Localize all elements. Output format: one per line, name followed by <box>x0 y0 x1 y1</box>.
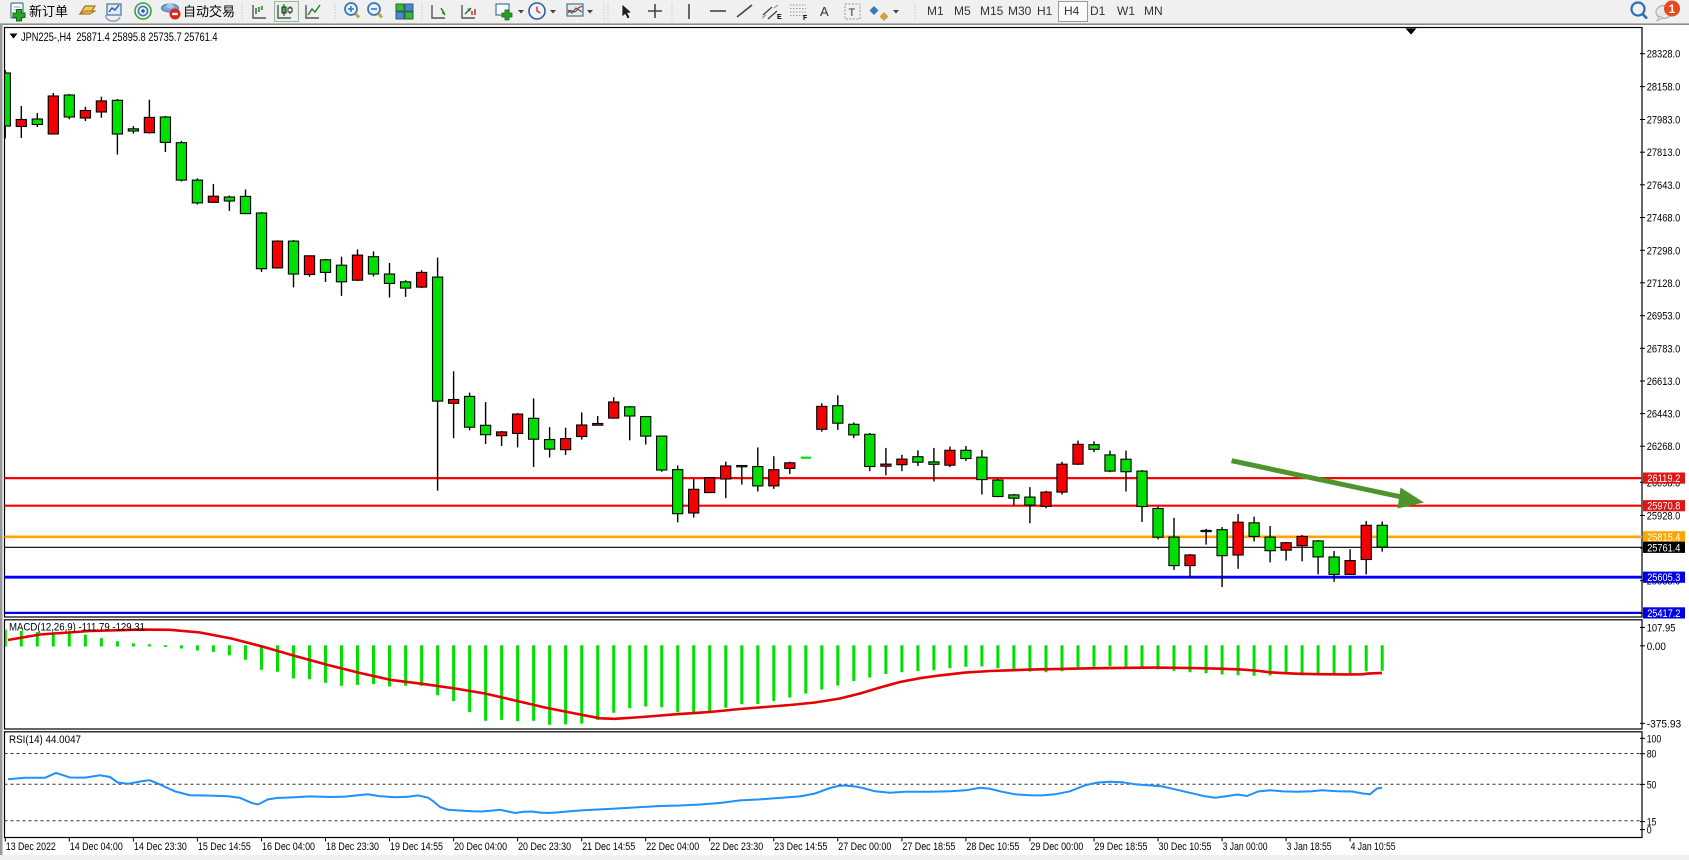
svg-text:25970.8: 25970.8 <box>1647 501 1680 513</box>
svg-text:80: 80 <box>1647 749 1657 761</box>
svg-text:28328.0: 28328.0 <box>1647 49 1681 61</box>
svg-text:T: T <box>849 7 856 19</box>
svg-text:M30: M30 <box>1008 4 1032 18</box>
svg-text:14 Dec 23:30: 14 Dec 23:30 <box>134 841 187 853</box>
svg-text:M15: M15 <box>980 4 1004 18</box>
svg-text:27468.0: 27468.0 <box>1647 213 1681 225</box>
svg-text:E: E <box>777 14 782 21</box>
svg-text:26953.0: 26953.0 <box>1647 311 1681 323</box>
svg-text:M1: M1 <box>927 4 944 18</box>
svg-text:3 Jan 18:55: 3 Jan 18:55 <box>1287 841 1332 853</box>
svg-text:0: 0 <box>1647 825 1652 837</box>
svg-text:H4: H4 <box>1064 4 1080 18</box>
svg-text:27 Dec 00:00: 27 Dec 00:00 <box>838 841 891 853</box>
svg-text:27643.0: 27643.0 <box>1647 180 1681 192</box>
svg-text:F: F <box>803 15 808 22</box>
svg-text:15 Dec 14:55: 15 Dec 14:55 <box>198 841 251 853</box>
svg-text:28 Dec 10:55: 28 Dec 10:55 <box>966 841 1019 853</box>
svg-text:21 Dec 14:55: 21 Dec 14:55 <box>582 841 635 853</box>
svg-text:1: 1 <box>1669 2 1676 16</box>
svg-text:-375.93: -375.93 <box>1647 718 1682 730</box>
svg-text:22 Dec 04:00: 22 Dec 04:00 <box>646 841 699 853</box>
svg-text:25417.2: 25417.2 <box>1647 608 1680 620</box>
svg-text:20 Dec 23:30: 20 Dec 23:30 <box>518 841 571 853</box>
svg-text:20 Dec 04:00: 20 Dec 04:00 <box>454 841 507 853</box>
svg-text:27 Dec 18:55: 27 Dec 18:55 <box>902 841 955 853</box>
svg-text:13 Dec 2022: 13 Dec 2022 <box>6 841 56 853</box>
svg-text:新订单: 新订单 <box>29 4 68 19</box>
svg-text:JPN225-,H4 25871.4 25895.8 25: JPN225-,H4 25871.4 25895.8 25735.7 25761… <box>21 32 218 44</box>
svg-text:100: 100 <box>1647 733 1662 745</box>
svg-text:27813.0: 27813.0 <box>1647 147 1681 159</box>
svg-text:50: 50 <box>1647 779 1657 791</box>
svg-text:26613.0: 26613.0 <box>1647 376 1681 388</box>
svg-text:3 Jan 00:00: 3 Jan 00:00 <box>1223 841 1268 853</box>
svg-text:30 Dec 10:55: 30 Dec 10:55 <box>1159 841 1212 853</box>
svg-text:26119.2: 26119.2 <box>1647 473 1680 485</box>
svg-text:0.00: 0.00 <box>1647 641 1666 653</box>
svg-text:19 Dec 14:55: 19 Dec 14:55 <box>390 841 443 853</box>
svg-text:25761.4: 25761.4 <box>1647 542 1680 554</box>
svg-text:15: 15 <box>1647 817 1657 829</box>
svg-text:26443.0: 26443.0 <box>1647 409 1681 421</box>
svg-text:4 Jan 10:55: 4 Jan 10:55 <box>1351 841 1396 853</box>
svg-text:自动交易: 自动交易 <box>183 4 235 19</box>
svg-text:28158.0: 28158.0 <box>1647 82 1681 94</box>
svg-text:27983.0: 27983.0 <box>1647 115 1681 127</box>
svg-text:29 Dec 18:55: 29 Dec 18:55 <box>1095 841 1148 853</box>
svg-text:D1: D1 <box>1090 4 1106 18</box>
svg-text:23 Dec 14:55: 23 Dec 14:55 <box>774 841 827 853</box>
svg-text:18 Dec 23:30: 18 Dec 23:30 <box>326 841 379 853</box>
svg-text:27128.0: 27128.0 <box>1647 278 1681 290</box>
svg-text:22 Dec 23:30: 22 Dec 23:30 <box>710 841 763 853</box>
svg-text:26783.0: 26783.0 <box>1647 343 1681 355</box>
svg-text:16 Dec 04:00: 16 Dec 04:00 <box>262 841 315 853</box>
svg-text:25605.3: 25605.3 <box>1647 572 1680 584</box>
svg-text:27298.0: 27298.0 <box>1647 245 1681 257</box>
svg-text:29 Dec 00:00: 29 Dec 00:00 <box>1030 841 1083 853</box>
svg-text:H1: H1 <box>1037 4 1053 18</box>
svg-text:W1: W1 <box>1117 4 1135 18</box>
svg-text:14 Dec 04:00: 14 Dec 04:00 <box>70 841 123 853</box>
svg-text:25928.0: 25928.0 <box>1647 510 1681 522</box>
svg-text:MN: MN <box>1144 4 1163 18</box>
svg-text:25815.4: 25815.4 <box>1647 532 1680 544</box>
svg-text:MACD(12,26,9) -111.79 -129.31: MACD(12,26,9) -111.79 -129.31 <box>9 622 145 634</box>
svg-text:107.95: 107.95 <box>1647 622 1676 634</box>
svg-text:26268.0: 26268.0 <box>1647 441 1681 453</box>
svg-text:RSI(14) 44.0047: RSI(14) 44.0047 <box>9 734 81 746</box>
svg-text:A: A <box>820 4 829 19</box>
svg-text:M5: M5 <box>954 4 971 18</box>
